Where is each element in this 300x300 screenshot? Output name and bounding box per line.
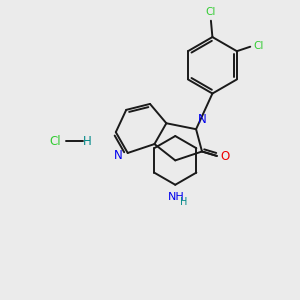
Text: H: H [181,197,188,207]
Text: N: N [114,148,122,162]
Text: Cl: Cl [253,41,264,51]
Text: Cl: Cl [206,7,216,17]
Text: NH: NH [167,192,184,202]
Text: O: O [220,150,230,163]
Text: H: H [83,135,92,148]
Text: Cl: Cl [49,135,61,148]
Text: N: N [198,113,207,126]
